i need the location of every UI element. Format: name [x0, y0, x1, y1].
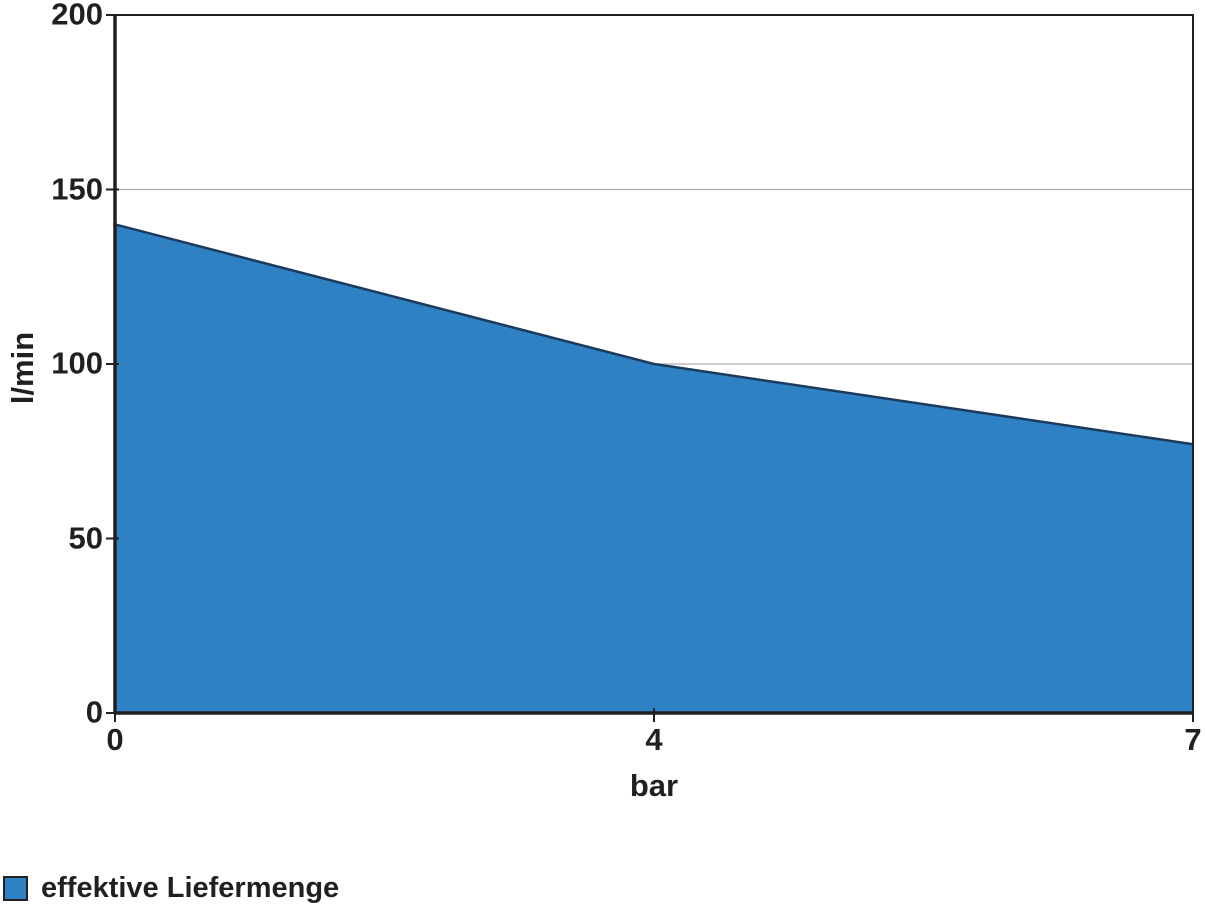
y-tick-label: 100: [51, 345, 103, 381]
plot-area: [106, 14, 1194, 722]
legend-swatch: [3, 876, 28, 901]
x-axis-label: bar: [629, 768, 679, 803]
x-tick-label: 7: [1184, 722, 1202, 757]
x-tick-label: 4: [645, 722, 663, 757]
y-tick-label: 150: [51, 170, 103, 206]
y-tick-label: 0: [85, 694, 103, 730]
x-tick-label: 0: [106, 722, 124, 757]
y-tick-label: 200: [51, 0, 103, 32]
legend-label: effektive Liefermenge: [41, 872, 340, 904]
legend: effektive Liefermenge: [3, 872, 339, 905]
x-tick-labels: 0 4 7: [106, 722, 1201, 762]
y-tick-labels: 0 50 100 150 200: [0, 0, 103, 729]
area-chart-svg: [106, 14, 1194, 722]
y-tick-label: 50: [68, 519, 103, 555]
